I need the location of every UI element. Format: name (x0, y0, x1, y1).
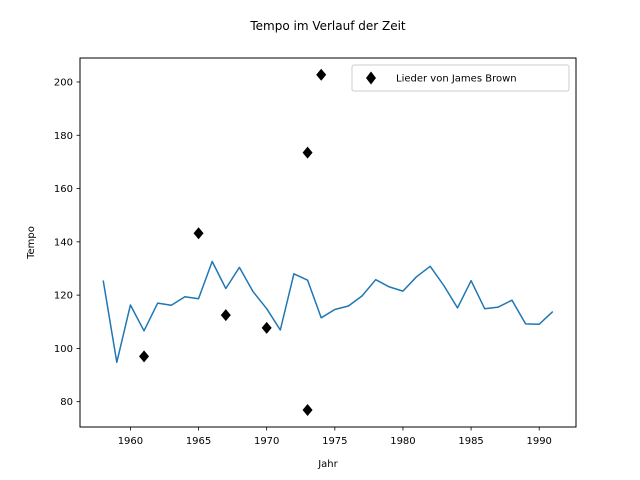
y-axis-label: Tempo (26, 226, 37, 260)
y-tick-label: 80 (60, 397, 73, 408)
james-brown-song-marker (302, 403, 313, 416)
plot-layer (102, 68, 554, 416)
tempo-line (102, 260, 554, 364)
james-brown-song-marker (193, 227, 204, 240)
legend: Lieder von James Brown (351, 64, 570, 92)
x-tick-label: 1990 (526, 436, 551, 447)
y-tick-label: 180 (54, 131, 73, 142)
y-tick-label: 160 (54, 184, 73, 195)
x-tick-label: 1965 (186, 436, 211, 447)
y-tick-label: 100 (54, 344, 73, 355)
x-tick-label: 1985 (458, 436, 483, 447)
y-tick-label: 200 (54, 77, 73, 88)
plot-frame (79, 57, 577, 428)
x-tick-label: 1960 (118, 436, 143, 447)
legend-marker-diamond (366, 71, 376, 85)
legend-box (351, 64, 570, 92)
james-brown-song-marker (220, 309, 231, 322)
chart-title: Tempo im Verlauf der Zeit (249, 19, 406, 33)
y-tick-label: 140 (54, 237, 73, 248)
james-brown-song-marker (261, 321, 272, 334)
y-axis-ticks: 80 100 120 140 160 180 200 (54, 77, 80, 408)
james-brown-song-marker (316, 68, 327, 81)
james-brown-song-marker (139, 350, 150, 363)
x-tick-label: 1980 (390, 436, 415, 447)
y-tick-label: 120 (54, 291, 73, 302)
x-tick-label: 1970 (254, 436, 279, 447)
x-axis-label: Jahr (317, 459, 338, 470)
legend-label: Lieder von James Brown (396, 74, 517, 85)
james-brown-song-marker (302, 146, 313, 159)
x-axis-ticks: 1960 1965 1970 1975 1980 1985 1990 (118, 427, 552, 447)
x-tick-label: 1975 (322, 436, 347, 447)
